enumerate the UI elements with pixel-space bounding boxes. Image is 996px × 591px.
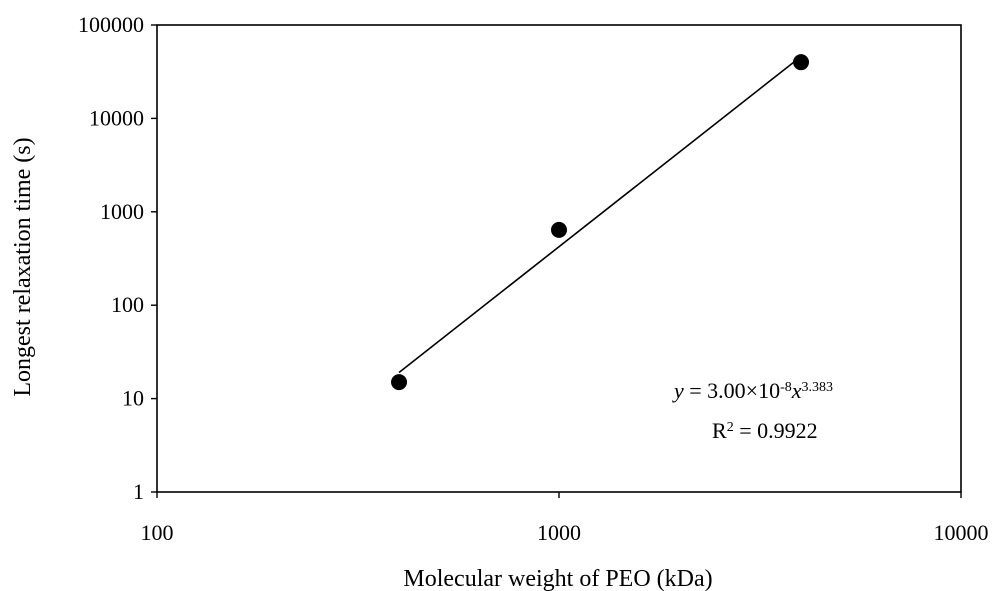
fit-equation: y = 3.00×10-8x3.383 bbox=[672, 378, 833, 403]
y-tick-label: 1 bbox=[133, 479, 144, 504]
equation-coefficient: = 3.00×10 bbox=[684, 378, 780, 403]
equation-exp10: -8 bbox=[780, 380, 792, 395]
fit-line-group bbox=[398, 55, 802, 374]
y-tick-label: 1000 bbox=[100, 199, 144, 224]
equation-exponent: 3.383 bbox=[802, 380, 834, 395]
r-squared-sup: 2 bbox=[727, 420, 734, 435]
y-axis-title: Longest relaxation time (s) bbox=[10, 137, 36, 396]
r-squared: R2 = 0.9922 bbox=[712, 418, 818, 443]
x-tick-label: 10000 bbox=[934, 520, 989, 545]
x-tick-label: 1000 bbox=[537, 520, 581, 545]
y-tick-label: 10000 bbox=[89, 105, 144, 130]
x-axis-ticks: 100 1000 10000 bbox=[141, 492, 989, 545]
r-squared-r: R bbox=[712, 418, 727, 443]
equation-y-var: y bbox=[672, 378, 684, 403]
plot-frame bbox=[156, 24, 962, 493]
data-points bbox=[391, 54, 810, 391]
x-axis-title: Molecular weight of PEO (kDa) bbox=[403, 566, 712, 591]
data-point bbox=[551, 221, 567, 238]
fit-line bbox=[398, 55, 802, 374]
y-tick-label: 100000 bbox=[78, 12, 144, 37]
y-axis-ticks: 1 10 100 1000 10000 100000 bbox=[78, 12, 157, 504]
y-tick-label: 10 bbox=[122, 386, 144, 411]
data-point bbox=[391, 374, 408, 391]
x-tick-label: 100 bbox=[141, 520, 174, 545]
data-point bbox=[793, 54, 810, 71]
r-squared-value: = 0.9922 bbox=[734, 418, 818, 443]
equation-x-var: x bbox=[791, 378, 802, 403]
plot-area-border bbox=[156, 24, 962, 493]
y-tick-label: 100 bbox=[111, 292, 144, 317]
